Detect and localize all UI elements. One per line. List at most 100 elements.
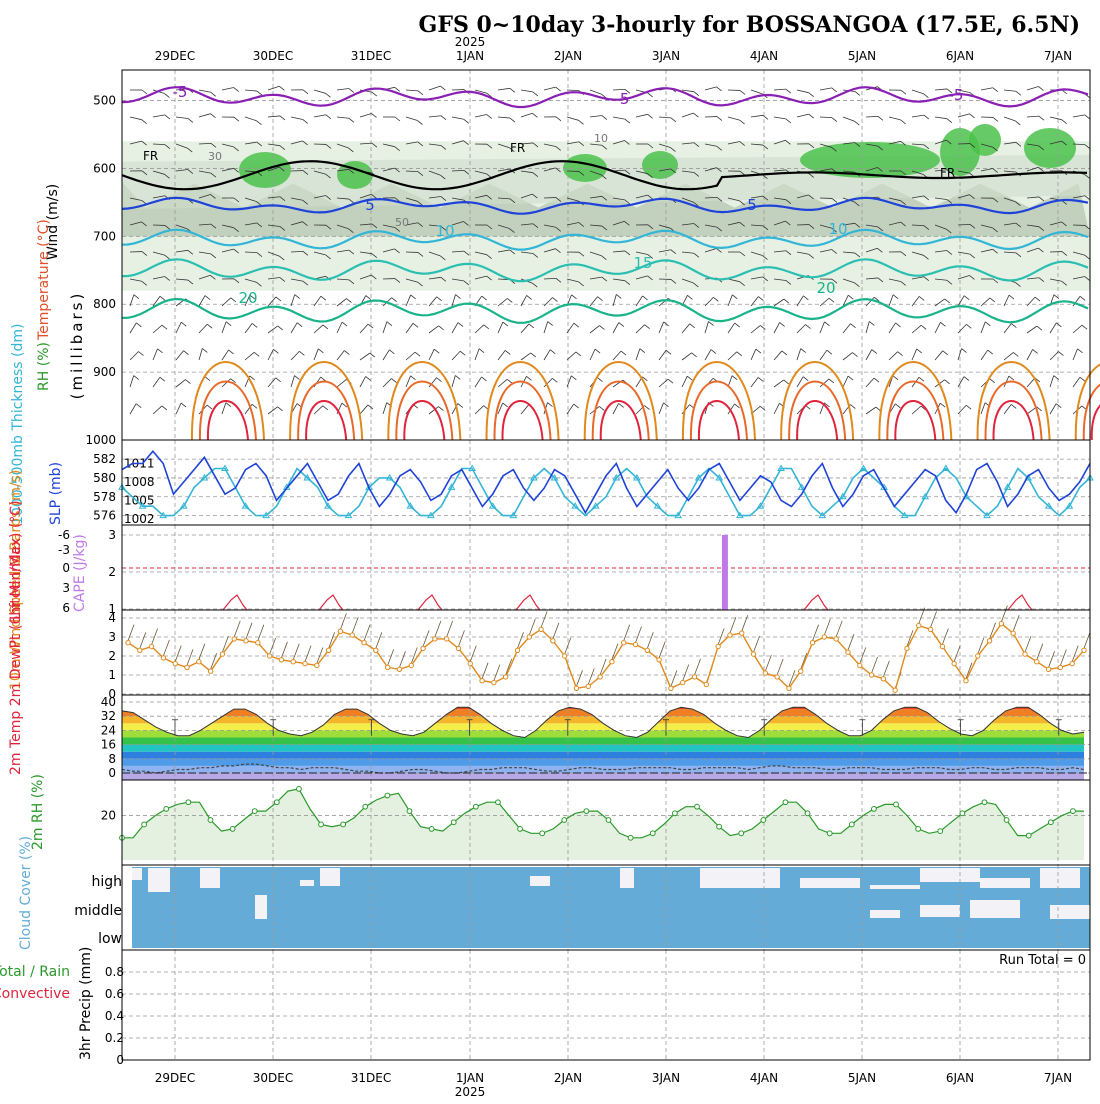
wind-barb-flag	[548, 403, 553, 407]
wind-barb-flag	[165, 115, 170, 119]
wind-speed-point	[704, 682, 708, 686]
wind-barb-flag	[919, 377, 924, 381]
wind-barb-flag	[417, 121, 422, 125]
wind-barb	[498, 379, 507, 387]
rh-point	[849, 822, 854, 827]
wind-barb-flag	[181, 322, 186, 326]
wind-barb-flag	[510, 88, 515, 92]
temp-band	[122, 773, 1090, 780]
wind-barb-flag	[387, 322, 392, 326]
wind-barb-flag	[901, 120, 906, 124]
wind-barb	[130, 352, 138, 360]
slp-line	[122, 451, 1090, 513]
wind-barb-flag	[552, 298, 557, 302]
wind-barb-flag	[157, 349, 162, 353]
wind-barb-flag	[321, 377, 326, 381]
li-tick: -6	[58, 528, 70, 542]
bottom-date-label: 5JAN	[848, 1071, 876, 1085]
wind-speed-point	[397, 667, 401, 671]
wind-barb-flag	[832, 118, 837, 122]
wind-barb	[153, 406, 162, 414]
wind-barb	[268, 86, 279, 90]
wind-barb-flag	[207, 405, 212, 409]
wind-barb-flag	[923, 94, 928, 98]
wind-barb-flag	[993, 117, 998, 121]
wind-barb-flag	[809, 114, 814, 118]
wind-barb	[314, 115, 326, 117]
wind-barb-flag	[456, 295, 461, 299]
wind-speed-point	[515, 648, 519, 652]
wind-barb-flag	[763, 115, 768, 119]
wind-barb-flag	[898, 352, 903, 356]
cloud-gap	[530, 876, 550, 886]
wind-barb	[774, 322, 780, 333]
wind-barb-flag	[205, 296, 210, 300]
wind-barb-flag	[756, 349, 761, 353]
wind-barb-flag	[368, 324, 373, 328]
wind-barb-flag	[202, 348, 207, 352]
wind-barb	[383, 322, 387, 333]
wind-speed-point	[220, 652, 224, 656]
wind-speed-point	[645, 648, 649, 652]
wind-barb-flag	[441, 116, 446, 120]
freezing-label: FR	[940, 166, 955, 180]
wind-barb	[521, 353, 531, 360]
wind-barb	[613, 351, 621, 360]
wind-barb-flag	[917, 349, 922, 353]
wind-barb-flag	[666, 350, 671, 354]
rh-point	[562, 818, 567, 823]
wind-barb	[199, 90, 211, 92]
rh-point	[407, 809, 412, 814]
wind-barb	[728, 323, 735, 333]
rh-point	[695, 804, 700, 809]
wind-barb	[406, 90, 418, 91]
wind-speed-point	[161, 656, 165, 660]
wind-speed-point	[385, 665, 389, 669]
wind-barb-flag	[279, 86, 284, 90]
wind-barb-flag	[410, 376, 415, 380]
wind-speed-point	[409, 663, 413, 667]
wind-barb	[360, 324, 368, 333]
wind-barb-flag	[597, 378, 602, 382]
wind-barb	[521, 90, 533, 92]
wind-barb	[1050, 352, 1058, 360]
wind-barb	[222, 350, 229, 360]
wind-barb-flag	[571, 376, 576, 380]
wind-speed-point	[1070, 661, 1074, 665]
thickness-tick: 582	[93, 452, 116, 466]
wind-barb-flag	[851, 324, 856, 328]
precip-tick: 0.6	[105, 987, 124, 1001]
wind-speed-point	[444, 637, 448, 641]
wind-barb-flag	[645, 325, 650, 329]
wind-speed-point	[940, 644, 944, 648]
thickness-tick: 578	[93, 490, 116, 504]
li-tick: -3	[58, 543, 70, 557]
wind-tick: 4	[108, 611, 116, 625]
wind-barb-flag	[346, 299, 351, 303]
wind-barb	[1027, 326, 1037, 333]
wind-barb-flag	[526, 376, 531, 380]
wind-barb-10m	[494, 665, 500, 681]
temp-tick: 16	[101, 738, 116, 752]
cloud-gap	[700, 868, 780, 888]
wind-barb-flag	[872, 350, 877, 354]
wind-speed-point	[692, 675, 696, 679]
panel-frame	[122, 440, 1090, 525]
rh-point	[297, 786, 302, 791]
wind-barb	[613, 117, 625, 119]
wind-barb-10m	[824, 619, 830, 635]
wind-speed-point	[834, 637, 838, 641]
wind-barb	[475, 406, 484, 414]
wind-barb-flag	[1080, 377, 1085, 381]
wind-barb-flag	[1035, 297, 1040, 301]
wind-barb-flag	[349, 118, 354, 122]
wind-barb	[774, 117, 786, 119]
wind-barb	[360, 405, 368, 414]
temp-tick: 24	[101, 723, 116, 737]
wind-barb-flag	[985, 322, 990, 326]
wind-barb-10m	[447, 621, 453, 637]
wind-speed-point	[810, 641, 814, 645]
wind-speed-point	[751, 652, 755, 656]
